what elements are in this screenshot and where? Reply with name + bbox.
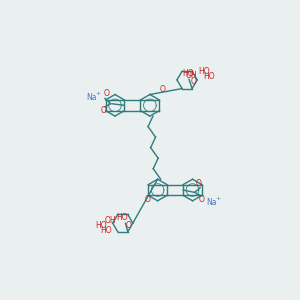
- Text: O: O: [145, 195, 151, 204]
- Text: O: O: [190, 76, 196, 85]
- Text: +: +: [215, 196, 220, 201]
- Text: O: O: [199, 195, 205, 204]
- Text: HO: HO: [116, 213, 128, 222]
- Text: HO: HO: [95, 221, 106, 230]
- Text: +: +: [95, 91, 101, 96]
- Text: OH: OH: [186, 70, 197, 80]
- Text: O: O: [126, 220, 132, 230]
- Text: Na: Na: [87, 93, 97, 102]
- Text: OH: OH: [104, 216, 116, 225]
- Text: HO: HO: [198, 67, 210, 76]
- Text: O: O: [100, 106, 106, 115]
- Text: HO: HO: [203, 72, 215, 81]
- Text: HO: HO: [182, 69, 194, 78]
- Text: O: O: [103, 89, 109, 98]
- Text: Na: Na: [206, 198, 217, 207]
- Text: O: O: [159, 85, 165, 94]
- Text: O: O: [196, 178, 202, 188]
- Text: HO: HO: [100, 226, 112, 235]
